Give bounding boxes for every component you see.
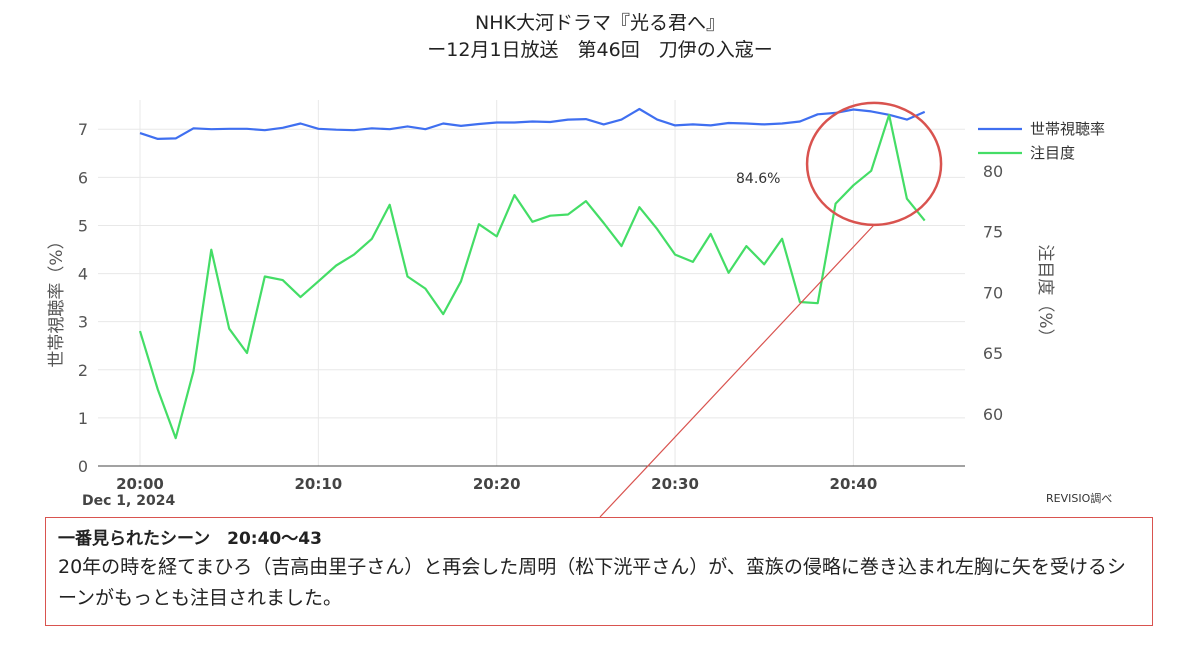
left-axis-title: 世帯視聴率（%） bbox=[47, 232, 67, 367]
right-axis-title: 注目度（%） bbox=[1035, 244, 1055, 345]
x-axis-tick-label: 20:40 bbox=[830, 475, 878, 493]
x-axis-tick-label: 20:20 bbox=[473, 475, 521, 493]
x-axis-tick-label: 20:10 bbox=[294, 475, 342, 493]
chart-title-line1: NHK大河ドラマ『光る君へ』 bbox=[475, 12, 725, 34]
right-axis-tick-label: 80 bbox=[983, 162, 1003, 181]
info-box-heading: 一番見られたシーン 20:40〜43 bbox=[58, 529, 322, 549]
peak-annotation: 84.6% bbox=[736, 171, 781, 187]
left-axis-tick-label: 6 bbox=[78, 168, 88, 187]
highlight-info-box: 一番見られたシーン 20:40〜43 20年の時を経てまひろ（吉高由里子さん）と… bbox=[45, 517, 1153, 626]
right-axis-tick-label: 65 bbox=[983, 344, 1003, 363]
left-axis-tick-label: 7 bbox=[78, 120, 88, 139]
chart-title-line2: ー12月1日放送 第46回 刀伊の入寇ー bbox=[427, 39, 773, 61]
series-line-attention bbox=[138, 113, 926, 440]
info-box-body: 20年の時を経てまひろ（吉高由里子さん）と再会した周明（松下洸平さん）が、蛮族の… bbox=[58, 556, 1126, 609]
right-axis-tick-label: 70 bbox=[983, 283, 1003, 302]
left-axis-tick-label: 4 bbox=[78, 265, 88, 284]
left-axis-tick-label: 1 bbox=[78, 409, 88, 428]
x-axis-tick-label: 20:00 bbox=[116, 475, 164, 493]
left-axis-tick-label: 5 bbox=[78, 216, 88, 235]
x-axis-tick-label: 20:30 bbox=[651, 475, 699, 493]
legend-label: 注目度 bbox=[1030, 144, 1075, 162]
left-axis-tick-label: 0 bbox=[78, 457, 88, 476]
left-axis-tick-label: 2 bbox=[78, 361, 88, 380]
chart-canvas: 0 1 2 3 4 5 6 7 20:00 20:10 20:20 20:30 20:40 60 65 70 7… bbox=[47, 100, 1105, 518]
left-axis-tick-label: 3 bbox=[78, 313, 88, 332]
right-axis-tick-label: 75 bbox=[983, 223, 1003, 242]
legend-label: 世帯視聴率 bbox=[1030, 120, 1105, 138]
date-label: Dec 1, 2024 bbox=[82, 493, 176, 509]
series-line-viewing-rate bbox=[139, 107, 926, 140]
pointer-line bbox=[599, 224, 875, 518]
right-axis-tick-label: 60 bbox=[983, 405, 1003, 424]
source-note: REVISIO調べ bbox=[1046, 492, 1113, 505]
chart-title: NHK大河ドラマ『光る君へ』 ー12月1日放送 第46回 刀伊の入寇ー bbox=[0, 10, 1200, 64]
